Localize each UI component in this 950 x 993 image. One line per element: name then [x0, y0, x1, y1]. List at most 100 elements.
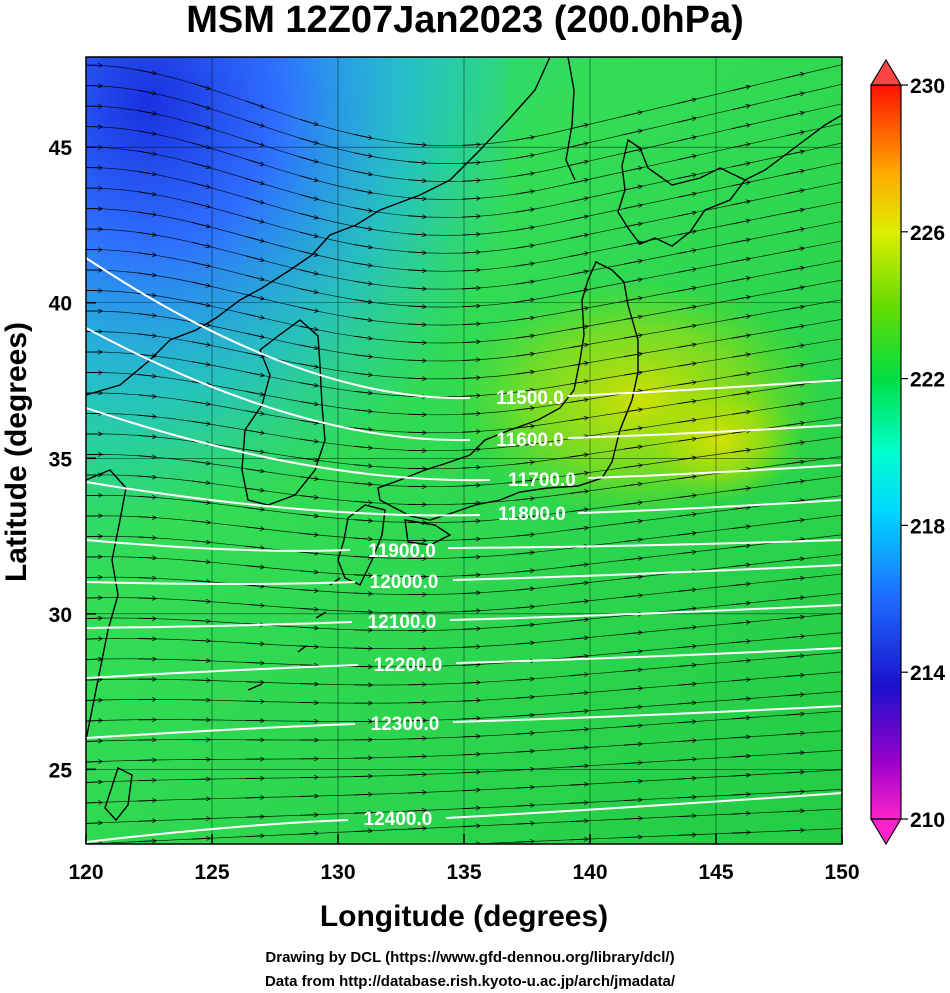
wind-arrow	[623, 539, 642, 541]
wind-arrow	[191, 640, 210, 641]
wind-arrow	[137, 537, 156, 538]
wind-arrow	[407, 792, 426, 793]
wind-arrow	[461, 700, 480, 701]
wind-arrow	[569, 619, 588, 621]
height-contour-line	[86, 604, 842, 629]
wind-arrow	[461, 395, 480, 396]
wind-arrow	[785, 132, 804, 137]
colorbar-tick-label: 210	[910, 809, 945, 832]
wind-arrow	[515, 372, 534, 375]
wind-arrow	[569, 839, 588, 840]
wind-arrow	[407, 378, 426, 379]
wind-arrow	[245, 487, 264, 491]
wind-arrow	[731, 507, 750, 509]
wind-arrow	[785, 326, 804, 330]
colorbar-top-arrow	[869, 58, 903, 86]
wind-arrow	[461, 162, 480, 163]
wind-arrow	[623, 112, 642, 117]
wind-arrow	[785, 190, 804, 195]
wind-arrow	[569, 216, 588, 221]
wind-arrow	[515, 480, 534, 482]
contour-label: 11800.0	[498, 504, 566, 525]
wind-arrow	[515, 643, 534, 644]
wind-arrow	[353, 593, 372, 594]
wind-arrow	[461, 413, 480, 414]
wind-arrow	[785, 636, 804, 638]
wind-arrow	[299, 833, 318, 834]
wind-arrow	[677, 476, 696, 480]
wind-arrow	[623, 670, 642, 672]
wind-arrow	[299, 175, 318, 181]
wind-arrow	[731, 105, 750, 111]
wind-arrow	[515, 426, 534, 428]
wind-arrow	[785, 268, 804, 272]
wind-arrow	[191, 420, 210, 424]
wind-arrow	[407, 738, 426, 739]
wind-arrow	[623, 800, 642, 801]
wind-arrow	[515, 408, 534, 410]
wind-arrow	[299, 627, 318, 628]
wind-arrow	[623, 354, 642, 358]
wind-arrow	[677, 514, 696, 516]
wind-arrow	[515, 173, 534, 177]
wind-arrow	[785, 93, 804, 98]
wind-arrow	[677, 363, 696, 367]
wind-arrow	[245, 119, 264, 126]
wind-arrow	[569, 253, 588, 257]
wind-arrow	[569, 344, 588, 349]
colorbar-bottom-arrow	[869, 818, 903, 846]
wind-arrow	[623, 372, 642, 376]
height-contours: 11500.0 11600.0 11700.0 11800.0 11900.0 12000…	[86, 257, 842, 843]
wind-arrow	[86, 700, 102, 701]
wind-arrow	[623, 335, 642, 339]
wind-arrow	[731, 144, 750, 149]
wind-arrow	[515, 462, 534, 464]
wind-arrow	[461, 216, 480, 217]
wind-arrow	[515, 625, 534, 627]
wind-arrow	[407, 828, 426, 829]
wind-arrow	[623, 521, 642, 523]
wind-arrow	[515, 733, 534, 734]
wind-arrow	[137, 252, 156, 256]
coastlines	[86, 57, 842, 822]
wind-arrow	[731, 201, 750, 206]
wind-arrow	[191, 241, 210, 246]
wind-arrow	[299, 250, 318, 255]
wind-arrow	[461, 611, 480, 612]
wind-arrow	[461, 467, 480, 468]
wind-arrow	[407, 162, 426, 163]
wind-arrow	[461, 629, 480, 630]
wind-arrow	[461, 288, 480, 289]
wind-arrow	[731, 182, 750, 187]
x-tick-label: 135	[446, 861, 481, 884]
wind-arrow	[137, 314, 156, 316]
wind-arrow	[191, 162, 210, 168]
wind-arrow	[677, 495, 696, 498]
wind-arrow	[569, 161, 588, 166]
wind-streamline	[465, 828, 842, 844]
x-tick-label: 145	[698, 861, 733, 884]
wind-arrow	[191, 301, 210, 306]
wind-arrow	[515, 552, 534, 554]
wind-arrow	[86, 720, 102, 721]
wind-arrow	[677, 740, 696, 741]
coastline-kuril	[744, 114, 842, 181]
wind-arrow	[407, 288, 426, 289]
wind-arrow	[731, 565, 750, 567]
wind-arrow	[785, 675, 804, 676]
wind-arrow	[245, 139, 264, 146]
y-tick-label: 25	[49, 759, 73, 782]
wind-arrow	[623, 502, 642, 506]
wind-arrow	[407, 360, 426, 361]
wind-arrow	[407, 270, 426, 271]
contour-label: 12400.0	[364, 809, 433, 830]
wind-arrow	[245, 371, 264, 376]
wind-arrow	[785, 345, 804, 349]
wind-arrow	[191, 460, 210, 463]
wind-arrow	[353, 410, 372, 412]
wind-arrow	[677, 269, 696, 273]
wind-arrow	[785, 74, 804, 79]
wind-arrow	[299, 137, 318, 143]
wind-arrow	[191, 261, 210, 266]
wind-arrow	[137, 130, 156, 134]
